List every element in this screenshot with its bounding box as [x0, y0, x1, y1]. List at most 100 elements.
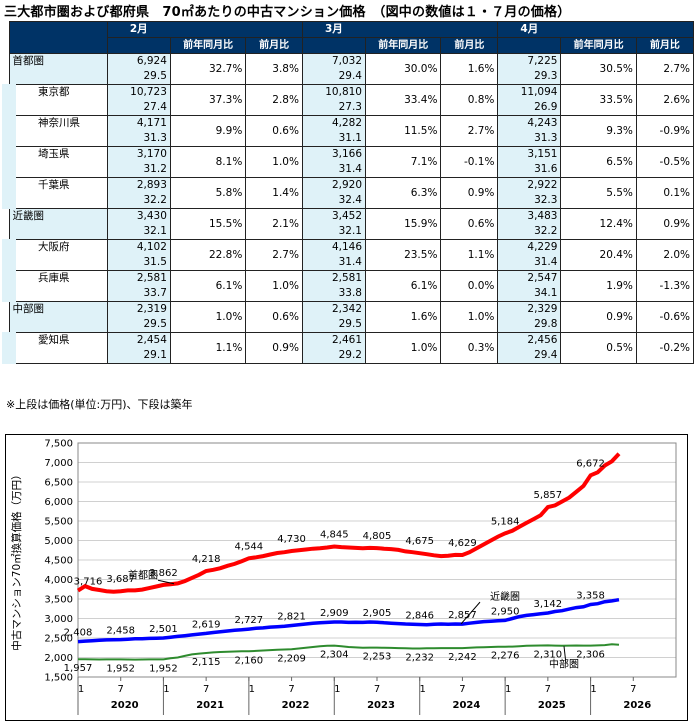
subheader-mom: 前月比 — [245, 37, 303, 54]
price-cell: 3,151 — [497, 146, 562, 162]
age-cell: 29.4 — [301, 69, 367, 85]
data-label: 3,358 — [576, 591, 605, 602]
series-line — [77, 643, 620, 661]
price-cell: 2,547 — [497, 270, 562, 286]
chart-frame: 1,500 2,000 2,500 3,000 3,500 4,000 4,500 5,000… — [5, 434, 688, 721]
data-label: 2,846 — [405, 611, 434, 622]
table-row: 32.1 32.1 32.2 — [9, 224, 694, 240]
yoy-cell: 0.5% — [560, 332, 637, 364]
mom-cell: -1.3% — [635, 270, 694, 302]
series-name-label: 首都圏 — [128, 569, 158, 582]
table-row: 神奈川県 4,171 9.9% 0.6% 4,282 11.5% 2.7% 4,243 9.3%… — [1, 115, 694, 147]
data-label: 2,209 — [277, 653, 306, 664]
subheader-blank — [106, 37, 171, 54]
age-cell: 33.7 — [106, 286, 171, 302]
price-cell: 4,243 — [497, 115, 562, 131]
y-tick-label: 5,500 — [44, 517, 73, 528]
price-cell: 2,456 — [497, 332, 562, 348]
yoy-cell: 1.6% — [364, 301, 442, 333]
y-tick-label: 4,500 — [44, 556, 73, 567]
price-cell: 7,032 — [301, 53, 367, 69]
y-tick-label: 3,500 — [44, 595, 73, 606]
mom-cell: 1.6% — [440, 53, 499, 85]
yoy-cell: 1.0% — [169, 301, 247, 333]
mom-cell: 0.3% — [440, 332, 499, 364]
price-cell: 3,452 — [301, 208, 367, 224]
mom-cell: 1.4% — [245, 177, 303, 209]
region-name: 中部圏 — [8, 301, 108, 333]
table-row: 千葉県 2,893 5.8% 1.4% 2,920 6.3% 0.9% 2,922 5.5% 0.… — [1, 177, 694, 209]
price-cell: 2,329 — [497, 301, 562, 317]
price-cell: 10,810 — [301, 84, 367, 100]
age-cell: 32.2 — [106, 193, 171, 209]
mom-cell: -0.6% — [635, 301, 694, 333]
data-label: 3,716 — [74, 577, 103, 588]
mom-cell: 2.6% — [635, 84, 694, 116]
yoy-cell: 20.4% — [560, 239, 637, 271]
price-cell: 6,924 — [106, 53, 171, 69]
table-corner — [8, 21, 108, 54]
data-label: 4,805 — [363, 531, 392, 542]
x-year-label: 2026 — [623, 700, 651, 711]
x-tick-label: 1 — [420, 684, 426, 695]
age-cell: 29.2 — [301, 348, 367, 364]
x-tick-label: 7 — [288, 684, 294, 695]
x-tick-label: 7 — [459, 684, 465, 695]
yoy-cell: 7.1% — [364, 146, 442, 178]
age-cell: 33.8 — [301, 286, 367, 302]
yoy-cell: 15.5% — [169, 208, 247, 240]
mom-cell: 0.1% — [635, 177, 694, 209]
region-name: 愛知県 — [1, 332, 108, 364]
yoy-cell: 1.9% — [560, 270, 637, 302]
age-cell: 29.1 — [106, 348, 171, 364]
age-cell: 31.3 — [106, 131, 171, 147]
x-tick-label: 1 — [505, 684, 511, 695]
age-cell: 29.5 — [106, 69, 171, 85]
yoy-cell: 5.5% — [560, 177, 637, 209]
price-line-chart: 1,500 2,000 2,500 3,000 3,500 4,000 4,500 5,000… — [10, 439, 677, 715]
mom-cell: 1.1% — [440, 239, 499, 271]
table-row: 埼玉県 3,170 8.1% 1.0% 3,166 7.1% -0.1% 3,151 6.5% -… — [1, 146, 694, 178]
age-cell: 29.5 — [301, 317, 367, 333]
x-tick-label: 1 — [78, 684, 84, 695]
y-tick-label: 4,000 — [44, 575, 73, 586]
age-cell: 29.4 — [497, 348, 562, 364]
series-line — [76, 452, 621, 594]
price-cell: 11,094 — [497, 84, 562, 100]
x-year-label: 2020 — [111, 700, 139, 711]
yoy-cell: 11.5% — [364, 115, 442, 147]
yoy-cell: 6.1% — [364, 270, 442, 302]
data-label: 4,675 — [405, 536, 434, 547]
region-name: 東京都 — [1, 84, 108, 116]
y-tick-label: 7,000 — [44, 458, 73, 469]
y-tick-label: 2,000 — [44, 653, 73, 664]
data-label: 2,821 — [277, 611, 306, 622]
x-tick-label: 1 — [334, 684, 340, 695]
price-cell: 4,282 — [301, 115, 367, 131]
yoy-cell: 22.8% — [169, 239, 247, 271]
mom-cell: 2.7% — [245, 239, 303, 271]
yoy-cell: 15.9% — [364, 208, 442, 240]
data-label: 2,458 — [106, 626, 135, 637]
price-cell: 2,893 — [106, 177, 171, 193]
mom-cell: -0.1% — [440, 146, 499, 178]
x-tick-label: 7 — [545, 684, 551, 695]
price-cell: 2,922 — [497, 177, 562, 193]
age-cell: 32.3 — [497, 193, 562, 209]
table-row: 27.4 27.3 26.9 — [9, 100, 694, 116]
price-cell: 3,166 — [301, 146, 367, 162]
table-body: 首都圏 6,924 32.7% 3.8% 7,032 30.0% 1.6% 7,225 30.5… — [1, 53, 694, 364]
yoy-cell: 6.3% — [364, 177, 442, 209]
age-cell: 31.6 — [497, 162, 562, 178]
table-row: 29.1 29.2 29.4 — [9, 348, 694, 364]
data-label: 1,952 — [106, 663, 135, 674]
table-row: 兵庫県 2,581 6.1% 1.0% 2,581 6.1% 0.0% 2,547 1.9% -1… — [1, 270, 694, 302]
table-row: 大阪府 4,102 22.8% 2.7% 4,146 23.5% 1.1% 4,229 20.4… — [1, 239, 694, 271]
data-label: 2,276 — [491, 651, 520, 662]
mom-cell: 1.0% — [245, 270, 303, 302]
price-cell: 3,483 — [497, 208, 562, 224]
table-row: 中部圏 2,319 1.0% 0.6% 2,342 1.6% 1.0% 2,329 0.9% -0… — [8, 301, 694, 333]
mom-cell: 2.8% — [245, 84, 303, 116]
y-axis-label: 中古マンション70㎡換算価格（万円） — [10, 469, 23, 650]
mom-cell: -0.9% — [635, 115, 694, 147]
